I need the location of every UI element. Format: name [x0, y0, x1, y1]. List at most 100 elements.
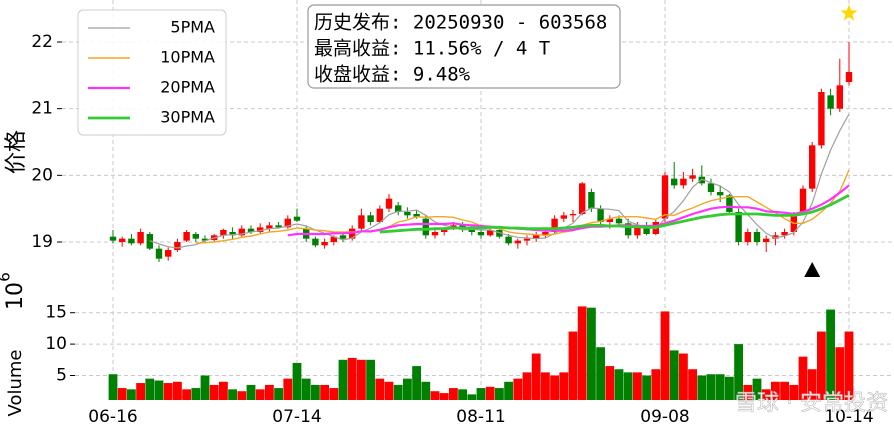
- candle-body: [818, 92, 825, 146]
- candle-body: [330, 236, 337, 242]
- volume-bar: [393, 384, 403, 400]
- candle-body: [477, 232, 485, 236]
- candle-body: [597, 208, 604, 222]
- candle-body: [441, 228, 448, 232]
- volume-bar: [531, 353, 541, 400]
- candle-body: [735, 212, 742, 242]
- volume-bar: [734, 344, 743, 400]
- candle-body: [845, 72, 853, 82]
- candle-body: [809, 145, 816, 189]
- volume-bar: [357, 359, 366, 400]
- legend-label: 5PMA: [170, 18, 215, 37]
- volume-bar: [605, 366, 615, 400]
- candle-body: [395, 205, 402, 212]
- volume-bar: [173, 381, 182, 400]
- volume-bar: [421, 381, 431, 400]
- candle-body: [413, 214, 420, 217]
- volume-bar: [228, 389, 237, 400]
- candle-body: [367, 215, 374, 222]
- x-tick-label: 10-14: [824, 407, 873, 427]
- candle-body: [174, 242, 181, 250]
- volume-bar: [311, 384, 320, 400]
- annotation-line: 最高收益: 11.56% / 4 T: [314, 38, 550, 60]
- volume-bar: [817, 331, 826, 400]
- volume-bar: [108, 374, 118, 400]
- annotation-line: 历史发布: 20250930 - 603568: [314, 12, 607, 34]
- volume-bar: [725, 376, 734, 400]
- candle-body: [376, 208, 383, 222]
- candle-body: [634, 225, 641, 236]
- volume-bar: [182, 389, 191, 400]
- volume-bar: [669, 350, 679, 400]
- y-tick-label: 15: [45, 303, 67, 323]
- candle-body: [293, 216, 301, 221]
- volume-bar: [485, 386, 495, 400]
- candle-body: [109, 236, 117, 241]
- volume-bar: [660, 311, 670, 400]
- volume-bar: [449, 388, 458, 400]
- candle-body: [422, 218, 429, 236]
- candle-body: [763, 238, 770, 242]
- volume-bar: [127, 389, 136, 400]
- volume-bar: [255, 389, 265, 400]
- candle-body: [312, 238, 319, 246]
- volume-bar: [715, 374, 725, 400]
- volume-bar: [265, 384, 274, 400]
- volume-bar: [826, 309, 835, 400]
- volume-bar: [237, 391, 247, 400]
- marker-star: [840, 4, 858, 21]
- volume-bar: [145, 378, 155, 400]
- candle-body: [707, 183, 715, 192]
- candle-body: [358, 215, 365, 229]
- y-axis-label: Volume: [5, 350, 26, 417]
- volume-bar: [384, 381, 394, 400]
- candle-body: [836, 85, 843, 109]
- legend: 5PMA 10PMA 20PMA 30PMA: [77, 9, 227, 136]
- candle-body: [569, 214, 577, 216]
- y-axis-label: 价格: [4, 130, 29, 174]
- volume-bar: [301, 378, 311, 400]
- legend-label: 20PMA: [160, 78, 215, 97]
- candle-body: [468, 228, 475, 232]
- volume-bar: [403, 378, 412, 400]
- volume-bar: [366, 359, 375, 400]
- candle-body: [523, 238, 531, 241]
- candle-body: [321, 242, 328, 246]
- candle-body: [560, 215, 567, 219]
- volume-bar: [495, 388, 504, 400]
- volume-bar: [136, 383, 145, 400]
- volume-bar: [117, 388, 127, 400]
- volume-bar: [559, 372, 569, 400]
- legend-label: 30PMA: [160, 108, 215, 127]
- candle-body: [542, 232, 549, 236]
- annotation-line: 收盘收益: 9.48%: [314, 64, 471, 86]
- volume-bar: [200, 375, 210, 400]
- watermark: 雪球 · 安常投资: [735, 391, 888, 416]
- volume-bar: [807, 369, 817, 400]
- ma-line: [287, 184, 850, 237]
- volume-bar: [458, 389, 467, 400]
- volume-bar: [789, 384, 799, 400]
- candle-body: [192, 234, 199, 239]
- y-tick-label: 22: [31, 32, 53, 52]
- candle-body: [671, 178, 678, 186]
- volume-bar: [246, 384, 256, 400]
- candle-body: [201, 238, 209, 241]
- volume-bar: [504, 381, 513, 400]
- candle-body: [257, 227, 264, 232]
- volume-bar: [191, 388, 201, 400]
- candle-body: [119, 238, 126, 242]
- volume-bar: [163, 383, 173, 400]
- x-tick-label: 08-11: [456, 407, 505, 427]
- volume-bar: [596, 347, 605, 400]
- annotation-box: [307, 4, 621, 89]
- candle-body: [514, 240, 521, 244]
- candle-body: [680, 178, 687, 186]
- volume-bar: [706, 374, 716, 400]
- candle-body: [487, 230, 494, 236]
- volume-bar: [412, 366, 421, 400]
- y-tick-label: 5: [56, 366, 67, 386]
- candle-body: [496, 230, 503, 237]
- candle-body: [284, 218, 291, 228]
- volume-bar: [743, 384, 753, 400]
